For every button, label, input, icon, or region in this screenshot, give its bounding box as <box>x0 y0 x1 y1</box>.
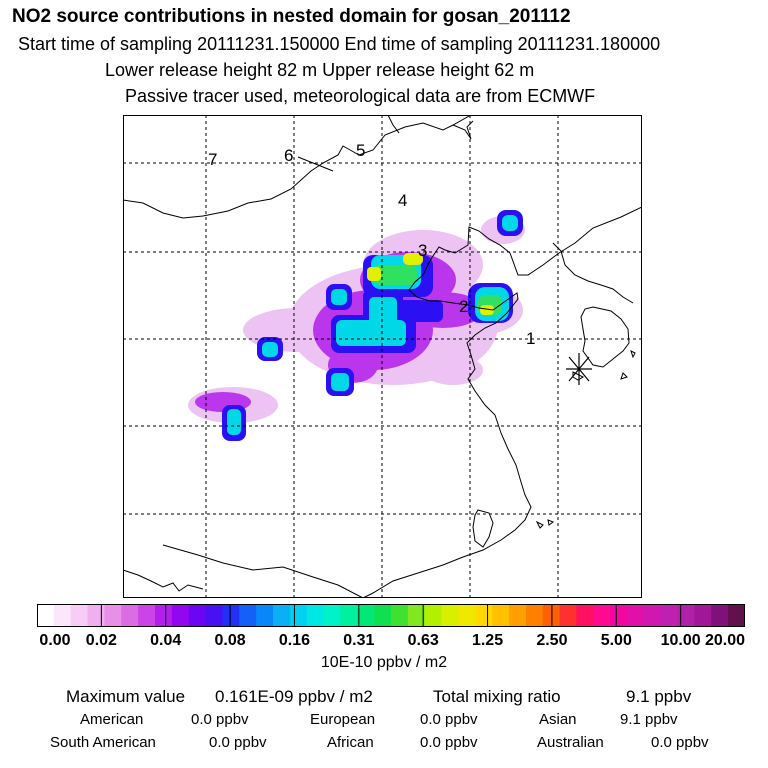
region-label-4: 4 <box>398 191 407 210</box>
colorbar-cell <box>222 604 240 626</box>
colorbar-cell <box>627 604 645 626</box>
colorbar-cell <box>374 604 392 626</box>
receptor-asterisk-icon <box>566 353 592 385</box>
region-name: European <box>310 711 376 728</box>
total-mixing-label: Total mixing ratio <box>433 687 561 706</box>
colorbar-cell <box>525 604 544 626</box>
release-height-line: Lower release height 82 m Upper release … <box>105 60 535 80</box>
colorbar-cell <box>660 604 679 626</box>
colorbar-cell <box>576 604 594 626</box>
colorbar-cell <box>711 604 729 626</box>
colorbar-cell <box>188 604 207 626</box>
region-name: Australian <box>537 734 604 751</box>
colorbar-cell <box>677 604 695 626</box>
region-label-3: 3 <box>418 241 427 260</box>
colorbar <box>37 604 745 627</box>
colorbar-cell <box>559 604 577 626</box>
colorbar-cell <box>205 604 223 626</box>
colorbar-cell <box>323 604 341 626</box>
colorbar-cell <box>492 604 510 626</box>
colorbar-cell <box>289 604 308 626</box>
graticule <box>123 115 642 598</box>
region-value: 0.0 ppbv <box>209 734 267 751</box>
colorbar-tick-label: 10.00 <box>660 632 701 649</box>
colorbar-cell <box>306 604 325 626</box>
colorbar-tick-label: 2.50 <box>536 632 568 649</box>
colorbar-cell <box>728 604 745 626</box>
colorbar-cell <box>340 604 358 626</box>
region-label-5: 5 <box>356 141 365 160</box>
page-title: NO2 source contributions in nested domai… <box>12 6 571 27</box>
sampling-time-line: Start time of sampling 20111231.150000 E… <box>18 34 661 54</box>
colorbar-cell <box>509 604 527 626</box>
region-value: 0.0 ppbv <box>651 734 709 751</box>
colorbar-cell <box>53 604 72 626</box>
maximum-label: Maximum value <box>66 687 186 706</box>
colorbar-cell <box>610 604 628 626</box>
region-label-6: 6 <box>284 146 293 165</box>
region-value: 0.0 ppbv <box>191 711 249 728</box>
colorbar-cell <box>475 604 493 626</box>
region-name: African <box>327 734 374 751</box>
colorbar-tick-label: 0.08 <box>214 632 246 649</box>
colorbar-cell <box>441 604 459 626</box>
maximum-value: 0.161E-09 ppbv / m2 <box>215 687 373 706</box>
colorbar-cell <box>424 604 443 626</box>
colorbar-cell <box>357 604 375 626</box>
colorbar-cell <box>273 604 291 626</box>
colorbar-cell <box>70 604 89 626</box>
colorbar-cell <box>256 604 274 626</box>
colorbar-tick-label: 5.00 <box>600 632 632 649</box>
colorbar-cell <box>239 604 257 626</box>
source-contribution-map: 1 2 3 4 5 6 7 <box>123 115 642 598</box>
colorbar-tick-label: 0.04 <box>150 632 182 649</box>
region-label-2: 2 <box>459 297 468 316</box>
region-name: Asian <box>539 711 577 728</box>
colorbar-cell <box>155 604 173 626</box>
colorbar-cell <box>37 604 55 626</box>
tracer-info-line: Passive tracer used, meteorological data… <box>125 86 596 106</box>
region-name: South American <box>50 734 156 751</box>
colorbar-cell <box>121 604 139 626</box>
colorbar-tick-label: 1.25 <box>471 632 504 649</box>
total-mixing-value: 9.1 ppbv <box>626 687 692 706</box>
region-name: American <box>80 711 144 728</box>
colorbar-cell <box>104 604 122 626</box>
colorbar-cell <box>643 604 662 626</box>
colorbar-tick-label: 0.31 <box>343 632 375 649</box>
colorbar-cell <box>593 604 611 626</box>
colorbar-cell <box>458 604 476 626</box>
region-label-1: 1 <box>526 329 535 348</box>
region-value: 0.0 ppbv <box>420 711 478 728</box>
colorbar-tick-label: 0.63 <box>407 632 439 649</box>
colorbar-cell <box>391 604 409 626</box>
colorbar-cell <box>87 604 105 626</box>
region-value: 9.1 ppbv <box>620 711 678 728</box>
colorbar-cell <box>171 604 190 626</box>
concentration-field <box>188 210 525 441</box>
region-label-7: 7 <box>208 150 217 169</box>
colorbar-cell <box>407 604 426 626</box>
colorbar-cell <box>542 604 561 626</box>
colorbar-tick-label: 0.00 <box>39 632 71 649</box>
region-value: 0.0 ppbv <box>420 734 478 751</box>
colorbar-cell <box>694 604 712 626</box>
colorbar-cell <box>138 604 156 626</box>
colorbar-tick-label: 0.02 <box>85 632 117 649</box>
colorbar-units: 10E-10 ppbv / m2 <box>320 654 448 671</box>
colorbar-tick-label: 20.00 <box>704 632 746 649</box>
colorbar-tick-label: 0.16 <box>278 632 311 649</box>
